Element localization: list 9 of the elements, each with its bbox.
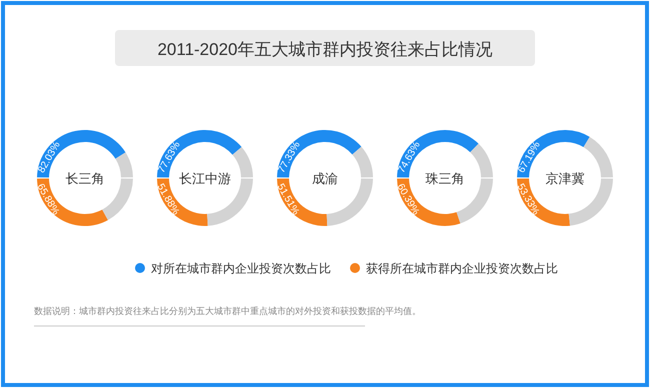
text: 长江中游 [179,171,231,186]
text: 成渝 [312,171,338,186]
legend-label: 对所在城市群内企业投资次数占比 [151,262,331,276]
text: 长三角 [66,171,104,186]
text: 京津冀 [546,171,584,186]
legend-label: 获得所在城市群内企业投资次数占比 [366,262,558,276]
text: 2011-2020年五大城市群内投资往来占比情况 [157,40,493,59]
text: 数据说明：城市群内投资往来占比分别为五大城市群中重点城市的对外投资和获投数据的平均值。 [34,306,421,316]
text: 珠三角 [426,171,464,186]
